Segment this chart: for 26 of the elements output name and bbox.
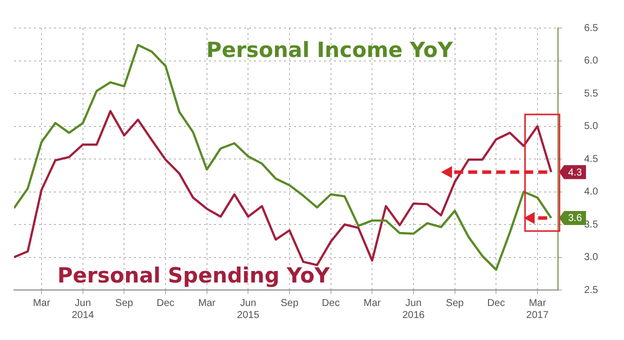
x-tick-label: Jun 2014 [72,298,94,321]
x-tick-label: Dec [156,298,174,309]
x-tick-label: Dec [487,298,506,309]
y-tick-label: 6.0 [584,56,598,66]
data-label: 3.6 [568,213,582,224]
x-tick-label: Jun 2015 [237,298,260,321]
x-tick-label: Sep [446,298,464,309]
y-tick-label: 5.5 [584,88,598,100]
x-tick-label: Mar 2017 [526,298,549,321]
y-tick-label: 5.0 [584,121,598,132]
series-label: Personal Spending YoY [57,263,331,288]
x-tick-label: Sep [115,298,134,309]
data-label: 4.3 [568,167,582,178]
y-tick-label: 3.5 [584,219,598,230]
x-tick-label: Mar [32,298,51,309]
y-tick-label: 2.5 [584,284,598,296]
x-tick-label: Sep [280,298,299,309]
x-tick-label: Dec [322,298,340,309]
y-tick-label: 4.0 [584,186,598,198]
x-tick-label: Mar [364,298,382,309]
series-label: Personal Income YoY [206,38,454,62]
y-tick-label: 6.5 [584,22,598,34]
y-tick-label: 3.0 [584,252,598,263]
y-tick-label: 4.5 [584,154,598,165]
x-tick-label: Jun 2016 [402,298,426,321]
x-tick-label: Mar [198,298,216,309]
